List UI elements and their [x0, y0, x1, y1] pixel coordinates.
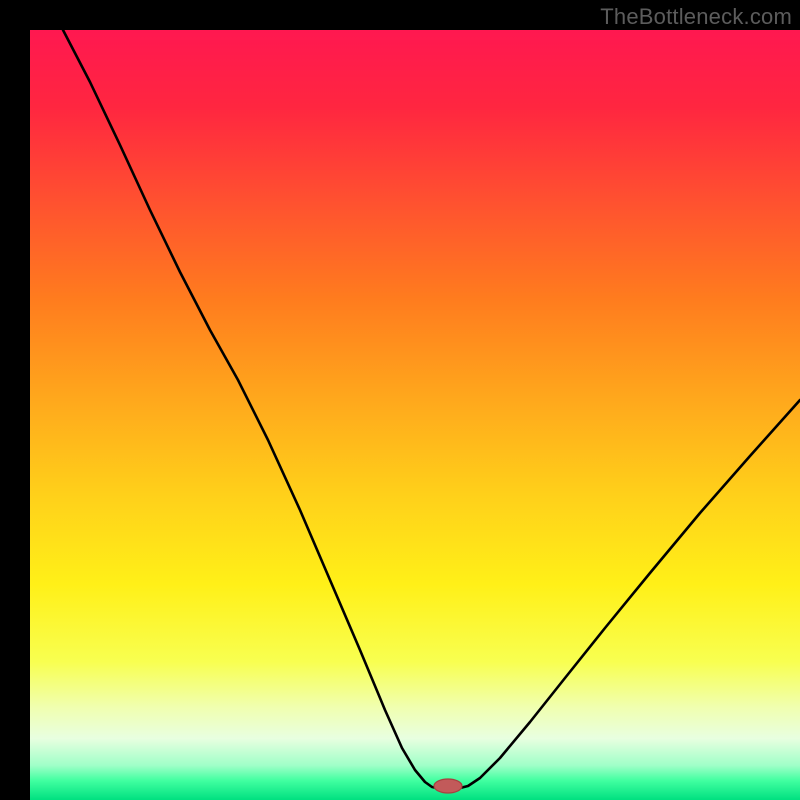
- plot-area: [30, 30, 800, 800]
- watermark-text: TheBottleneck.com: [600, 4, 792, 30]
- optimal-marker: [434, 779, 462, 793]
- bottleneck-chart: [0, 0, 800, 800]
